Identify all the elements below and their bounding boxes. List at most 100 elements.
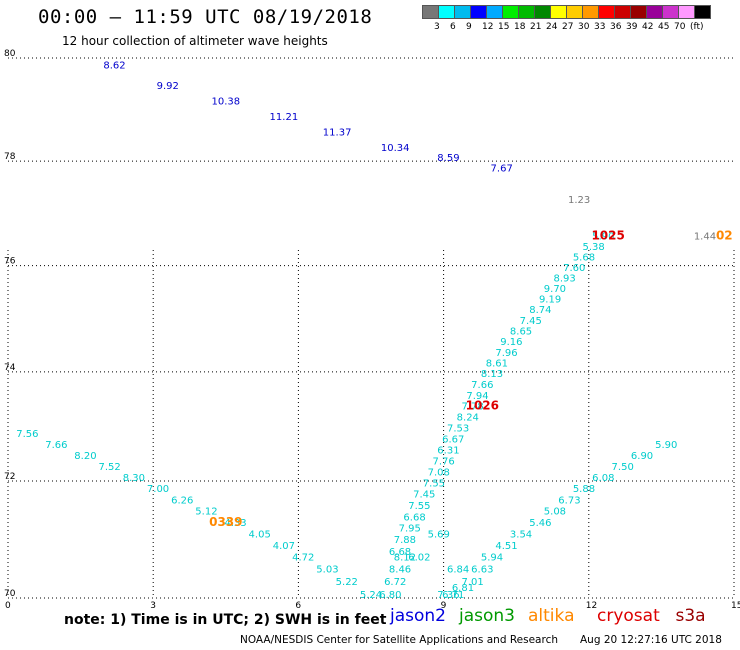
swh-value: 7.56: [16, 429, 38, 440]
swh-value: 6.68: [403, 512, 425, 523]
legend-label: 15: [498, 22, 510, 32]
legend-label: 70: [674, 22, 686, 32]
swh-value: 6.31: [437, 445, 459, 456]
timestamp: Aug 20 12:27:16 UTC 2018: [580, 634, 722, 646]
swh-value: 7.52: [99, 462, 121, 473]
swh-value: 4.51: [495, 541, 517, 552]
legend-label: 30: [578, 22, 590, 32]
swh-value: 7.00: [147, 484, 169, 495]
swh-value: 6.67: [442, 434, 464, 445]
lon-label: 0: [5, 601, 11, 611]
legend-label: 6: [450, 22, 456, 32]
swh-value: 11.37: [323, 127, 352, 138]
swh-value: 6.08: [592, 473, 614, 484]
pass-time-label: 1027: [398, 0, 431, 3]
swh-value: 7.67: [491, 164, 513, 175]
lon-label: 15: [731, 601, 740, 611]
swh-value: 8.13: [481, 369, 503, 380]
legend-swatch: [694, 5, 711, 19]
swh-value: 7.55: [423, 479, 445, 490]
lon-label: 3: [150, 601, 156, 611]
swh-value: 6.81: [452, 583, 474, 594]
legend-label: 18: [514, 22, 526, 32]
swh-value: 8.61: [486, 359, 508, 370]
swh-value: 8.24: [457, 413, 479, 424]
swh-value: 6.72: [384, 577, 406, 588]
swh-value: 8.36: [374, 0, 396, 3]
swh-value: 8.28: [370, 0, 392, 3]
lon-label: 12: [586, 601, 597, 611]
swh-value: 7.96: [495, 348, 517, 359]
swh-value: 8.62: [103, 60, 125, 71]
swh-value: 7.78: [462, 402, 484, 413]
swh-value: 5.88: [573, 484, 595, 495]
swh-value: 6.56: [413, 0, 435, 3]
pass-time-label: 1026: [466, 399, 499, 413]
swh-value: 9.92: [157, 81, 179, 92]
swh-value: 7.66: [45, 440, 67, 451]
lat-label: 72: [4, 472, 15, 482]
swh-value: 7.08: [428, 467, 450, 478]
swh-value: 5.12: [195, 507, 217, 518]
swh-value: 8.65: [510, 326, 532, 337]
lat-label: 74: [4, 363, 16, 373]
swh-value: 4.05: [249, 529, 271, 540]
swh-value: 6.26: [171, 495, 193, 506]
swh-value: 6.44: [432, 0, 454, 3]
swh-value: 1.44: [694, 231, 716, 242]
swh-value: 6.02: [408, 553, 430, 564]
swh-value: 5.90: [592, 231, 614, 242]
swh-value: 5.94: [481, 553, 503, 564]
swh-value: 7.60: [563, 263, 585, 274]
swh-value: 5.08: [544, 507, 566, 518]
swh-value: 9.19: [539, 295, 561, 306]
swh-value: 7.88: [394, 535, 416, 546]
swh-value: 1.23: [568, 195, 590, 206]
footer-note: note: 1) Time is in UTC; 2) SWH is in fe…: [64, 612, 387, 628]
swh-value: 7.94: [466, 391, 488, 402]
legend-label: 45: [658, 22, 670, 32]
satellite-name-altika: altika: [528, 606, 575, 626]
satellite-name-jason2: jason2: [390, 606, 446, 626]
swh-value: 5.46: [529, 518, 551, 529]
satellite-name-jason3: jason3: [459, 606, 515, 626]
page-subtitle: 12 hour collection of altimeter wave hei…: [62, 34, 328, 48]
page-title: 00:00 – 11:59 UTC 08/19/2018: [38, 6, 373, 28]
swh-value: 11.21: [270, 112, 299, 123]
swh-value: 6.63: [471, 565, 493, 576]
swh-value: 4.07: [273, 541, 295, 552]
legend-label: 24: [546, 22, 558, 32]
swh-value: 6.42: [486, 0, 508, 3]
legend-label: (ft): [690, 22, 704, 32]
swh-value: 5.90: [655, 440, 677, 451]
pass-time-label: 0338: [509, 0, 542, 3]
pass-time-label: 1107: [412, 0, 445, 3]
swh-value: 5.37: [379, 0, 401, 3]
swh-value: 4.33: [224, 518, 246, 529]
swh-value: 5.22: [336, 577, 358, 588]
credit-text: NOAA/NESDIS Center for Satellite Applica…: [240, 634, 558, 646]
swh-value: 6.73: [558, 495, 580, 506]
swh-value: 7.95: [399, 524, 421, 535]
swh-value: 7.53: [447, 423, 469, 434]
lat-label: 70: [4, 589, 16, 599]
pass-time-label: 0339: [209, 515, 242, 529]
lat-label: 80: [4, 49, 16, 59]
swh-value: 7.50: [612, 462, 634, 473]
legend-label: 39: [626, 22, 638, 32]
swh-value: 4.72: [292, 553, 314, 564]
swh-value: 10.34: [381, 143, 410, 154]
swh-value: 8.20: [74, 451, 96, 462]
swh-value: 7.36: [437, 590, 459, 601]
swh-value: 9.70: [544, 284, 566, 295]
legend-label: 36: [610, 22, 622, 32]
legend-label: 3: [434, 22, 440, 32]
swh-value: 5.03: [316, 565, 338, 576]
swh-value: 7.66: [471, 380, 493, 391]
pass-time-label: 1106: [441, 0, 474, 3]
swh-value: 7.76: [432, 456, 454, 467]
swh-value: 7.96: [491, 0, 513, 3]
swh-value: 5.38: [583, 242, 605, 253]
satellite-name-cryosat: cryosat: [597, 606, 660, 626]
